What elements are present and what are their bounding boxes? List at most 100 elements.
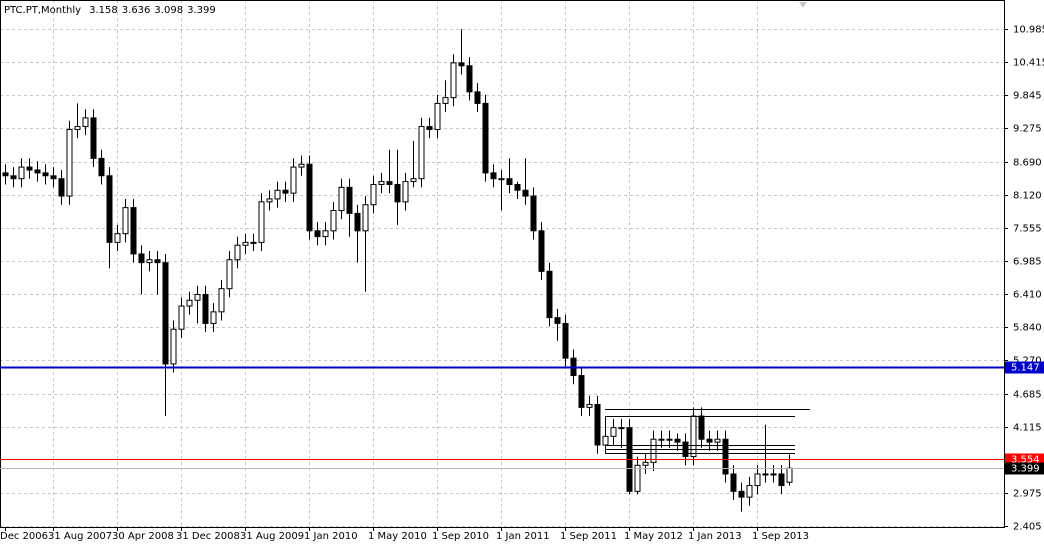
candle-body (322, 230, 329, 238)
x-tick-label: 31 Dec 2008 (176, 531, 240, 542)
y-tick-label: 5.840 (1013, 323, 1042, 334)
candle-body (474, 91, 481, 104)
candle-body (290, 166, 297, 194)
candles (2, 29, 810, 512)
y-tick-label: 7.555 (1013, 224, 1042, 235)
candle-body (186, 299, 193, 307)
x-tick-label: 31 Aug 2007 (48, 531, 112, 542)
x-tick-label: Dec 2006 (0, 531, 48, 542)
candle-body (394, 183, 401, 203)
candle-body (466, 65, 473, 93)
candle-body (282, 189, 289, 194)
candle-body (306, 163, 313, 232)
candle-body (730, 473, 737, 492)
candle-body (554, 317, 561, 324)
candle-body (346, 186, 353, 214)
candle-body (90, 117, 97, 159)
candle-body (722, 438, 729, 475)
candle-body (410, 178, 417, 183)
y-tick-label: 9.275 (1013, 124, 1042, 135)
plot-frame (0, 0, 1005, 528)
price-level-box (1005, 361, 1044, 374)
candle-body (746, 485, 753, 498)
candle-body (690, 415, 697, 458)
candle-body (706, 438, 713, 443)
candle-body (442, 97, 449, 104)
candle-body (114, 233, 121, 243)
candle-body (106, 175, 113, 243)
candle-body (210, 311, 217, 324)
candle-body (562, 322, 569, 359)
candle-body (330, 210, 337, 232)
candle-body (634, 464, 641, 492)
x-tick-label: 1 May 2010 (368, 531, 427, 542)
candle-body (354, 212, 361, 232)
x-tick-label: 30 Apr 2008 (112, 531, 174, 542)
candle-body (658, 438, 665, 441)
candle-body (778, 473, 785, 487)
x-tick-label: 1 Sep 2011 (560, 531, 617, 542)
candle-body (18, 166, 25, 180)
candle-body (602, 435, 609, 446)
candle-body (314, 230, 321, 238)
candle-body (234, 244, 241, 261)
ohlc-low: 3.098 (154, 5, 183, 16)
candle-body (754, 473, 761, 487)
ohlc-close: 3.399 (187, 5, 216, 16)
candle-body (610, 427, 617, 437)
x-tick-label: 1 Sep 2013 (752, 531, 809, 542)
candle-body (522, 189, 529, 197)
candle-body (498, 178, 505, 181)
y-tick-label: 10.415 (1013, 58, 1044, 69)
x-tick-label: 1 May 2012 (624, 531, 683, 542)
candle-body (642, 461, 649, 466)
candle-body (666, 438, 673, 441)
candle-body (266, 198, 273, 203)
candle-body (762, 473, 769, 476)
chart-title: PTC.PT,Monthly (4, 5, 81, 16)
candle-body (418, 126, 425, 180)
candle-body (402, 181, 409, 203)
y-tick-label: 2.975 (1013, 489, 1042, 500)
candle-body (98, 157, 105, 177)
candle-body (162, 262, 169, 365)
candle-body (786, 467, 793, 483)
candle-body (506, 178, 513, 185)
candle-body (362, 204, 369, 232)
y-tick-label: 4.115 (1013, 423, 1042, 434)
candle-body (2, 172, 9, 177)
candle-body (170, 328, 177, 365)
candle-body (226, 259, 233, 290)
candle-body (202, 293, 209, 324)
price-level-box (1005, 462, 1044, 475)
candle-body (338, 186, 345, 212)
candle-body (298, 163, 305, 168)
y-tick-label: 4.685 (1013, 390, 1042, 401)
shift-marker (799, 2, 807, 8)
candle-body (34, 169, 41, 174)
ohlc-open: 3.158 (89, 5, 118, 16)
candle-body (42, 172, 49, 177)
candle-body (82, 117, 89, 128)
candle-body (58, 178, 65, 197)
x-tick-label: 1 Jan 2013 (688, 531, 742, 542)
candle-body (698, 415, 705, 440)
candle-body (138, 253, 145, 264)
candle-body (450, 62, 457, 99)
y-tick-label: 5.270 (1013, 356, 1042, 367)
candle-body (242, 241, 249, 246)
candle-body (178, 305, 185, 330)
candle-body (650, 438, 657, 463)
candle-body (514, 183, 521, 191)
candle-body (458, 62, 465, 67)
x-tick-label: 1 Sep 2010 (432, 531, 489, 542)
y-tick-label: 9.845 (1013, 91, 1042, 102)
candle-body (546, 270, 553, 319)
y-tick-label: 2.405 (1013, 522, 1042, 533)
x-tick-label: 31 Aug 2009 (240, 531, 304, 542)
candle-body (130, 207, 137, 255)
candle-body (426, 126, 433, 130)
candle-body (594, 403, 601, 446)
candle-body (154, 259, 161, 264)
